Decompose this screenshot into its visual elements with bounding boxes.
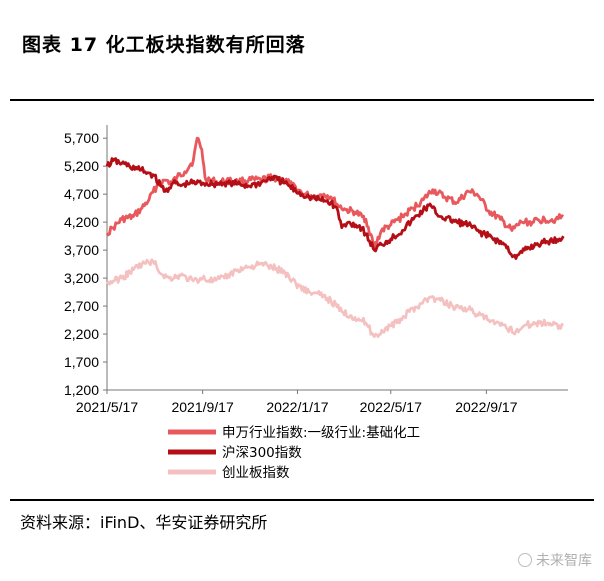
x-tick-label: 2022/5/17 — [360, 399, 422, 415]
y-tick-label: 4,200 — [64, 214, 99, 230]
legend-label-1: 申万行业指数:一级行业:基础化工 — [222, 424, 420, 441]
line-chart: 1,200 1,700 2,200 2,700 3,200 3,700 4,200 4,700… — [64, 125, 568, 481]
y-tick-label: 3,700 — [64, 242, 99, 258]
watermark: 未来智库 — [518, 550, 592, 570]
top-rule — [10, 99, 594, 101]
series-line-3 — [105, 258, 564, 339]
y-tick-label: 1,700 — [64, 354, 99, 370]
source-note: 资料来源：iFinD、华安证券研究所 — [20, 513, 268, 532]
legend-label-3: 创业板指数 — [222, 465, 290, 481]
y-tick-label: 2,200 — [64, 326, 99, 342]
x-tick-label: 2022/9/17 — [455, 399, 517, 415]
y-tick-label: 4,700 — [64, 186, 99, 202]
series-line-2 — [105, 157, 565, 260]
chart-series — [105, 136, 565, 339]
y-tick-label: 2,700 — [64, 298, 99, 314]
watermark-logo-icon — [518, 553, 532, 567]
bottom-rule — [10, 499, 594, 501]
x-tick-label: 2021/5/17 — [76, 399, 138, 415]
watermark-text: 未来智库 — [536, 553, 592, 569]
series-line-1 — [105, 136, 565, 249]
y-tick-label: 5,700 — [64, 130, 99, 146]
legend-label-2: 沪深300指数 — [222, 445, 302, 461]
y-tick-label: 3,200 — [64, 270, 99, 286]
y-tick-label: 1,200 — [64, 382, 99, 398]
chart-title: 图表 17 化工板块指数有所回落 — [22, 34, 306, 56]
y-tick-label: 5,200 — [64, 158, 99, 174]
x-tick-label: 2022/1/17 — [266, 399, 328, 415]
chart-ticks: 1,200 1,700 2,200 2,700 3,200 3,700 4,200 4,700… — [64, 130, 518, 415]
chart-axes — [106, 125, 568, 391]
x-tick-label: 2021/9/17 — [171, 399, 233, 415]
